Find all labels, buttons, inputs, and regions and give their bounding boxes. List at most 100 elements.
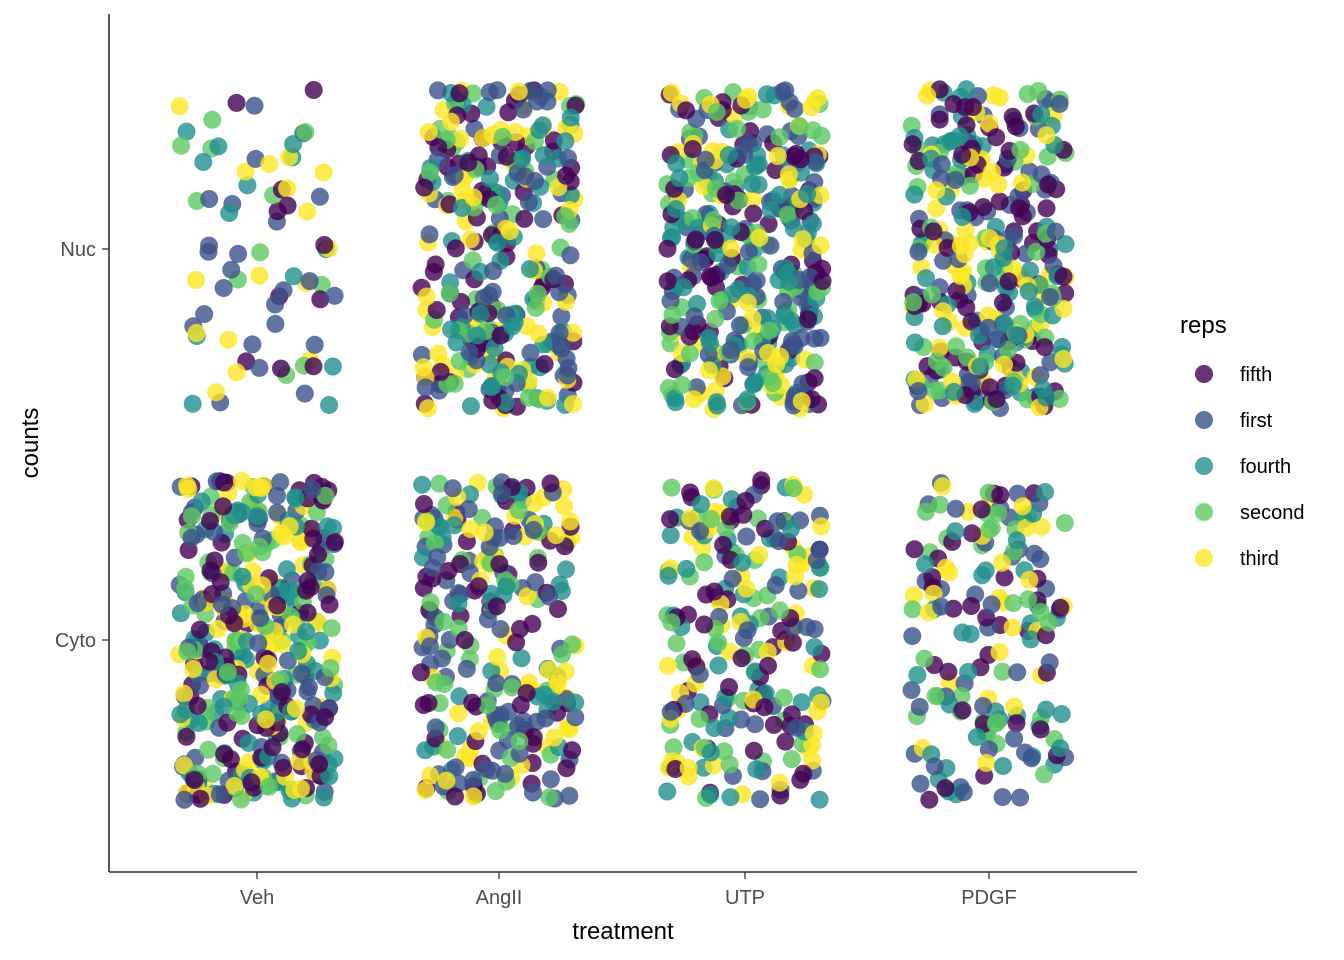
data-point [722,239,741,258]
data-point [500,222,519,241]
data-point [1039,175,1058,194]
data-point [464,84,483,103]
data-point [315,236,334,254]
data-point [251,243,270,262]
data-point [445,166,464,185]
data-point [732,649,751,668]
data-point [524,728,543,747]
data-point [318,517,337,536]
data-point [421,593,440,612]
data-point [304,81,323,99]
data-point [686,230,705,249]
legend-title: reps [1180,312,1227,339]
data-point [933,317,952,336]
data-point [746,715,764,734]
data-point [705,582,724,601]
data-point [493,484,512,503]
data-point [1020,570,1039,589]
data-point [704,210,723,229]
data-point [214,497,233,516]
data-point [706,230,724,249]
data-point [493,127,512,146]
data-point [496,368,514,387]
data-point [768,512,787,531]
data-point [916,502,935,521]
data-point [750,228,769,247]
data-point [227,363,246,382]
data-point [316,708,334,727]
data-point [325,286,344,305]
data-point [951,236,970,255]
data-point [925,757,944,776]
data-point [738,621,757,640]
data-point [252,685,271,704]
data-point [415,495,433,513]
data-point [1036,483,1054,501]
data-point [798,184,817,203]
data-point [509,82,528,101]
data-point [233,567,252,586]
data-point [449,704,468,723]
data-point [421,766,440,785]
data-point [208,620,227,638]
data-point [666,200,685,219]
data-point [209,137,228,156]
data-point [457,659,476,678]
data-point [325,533,344,551]
data-point [487,597,506,616]
data-point [538,388,557,407]
data-point [781,520,800,539]
data-point [210,785,229,804]
data-point [1034,380,1053,398]
data-point [431,518,450,537]
data-point [773,82,792,101]
data-point [744,741,763,760]
data-point [412,663,430,682]
data-point [1035,338,1054,357]
data-point [924,222,943,241]
data-point [515,209,534,228]
data-point [535,355,554,373]
data-point [272,359,290,378]
data-point [909,242,928,261]
data-point [946,522,965,541]
data-point [222,260,241,279]
data-point [805,638,824,657]
data-point [468,326,487,345]
data-point [445,516,464,535]
data-point [417,287,436,306]
x-tick-label: Veh [240,887,274,909]
data-point [747,760,766,779]
data-point [310,187,329,206]
data-point [967,728,986,746]
data-point [239,733,258,752]
data-point [250,358,269,377]
data-point [946,171,965,189]
data-point [550,323,569,342]
data-point [517,684,536,702]
data-point [207,383,226,402]
data-point [658,656,677,675]
data-point [691,522,710,541]
data-point [427,301,446,319]
data-point [993,662,1012,681]
data-point [957,298,976,317]
data-point [446,787,464,806]
data-point [268,486,286,505]
data-point [960,176,979,195]
data-point [905,333,924,352]
data-point [227,93,246,112]
data-point [176,579,195,598]
data-point [810,540,829,559]
data-point [1013,497,1032,516]
data-point [182,507,201,526]
data-point [1037,700,1055,719]
data-point [1031,550,1050,569]
data-point [447,333,466,352]
data-point [188,696,207,715]
data-point [774,688,793,707]
data-point [195,305,214,324]
data-point [769,532,788,551]
data-point [237,544,256,563]
data-point [298,202,317,221]
